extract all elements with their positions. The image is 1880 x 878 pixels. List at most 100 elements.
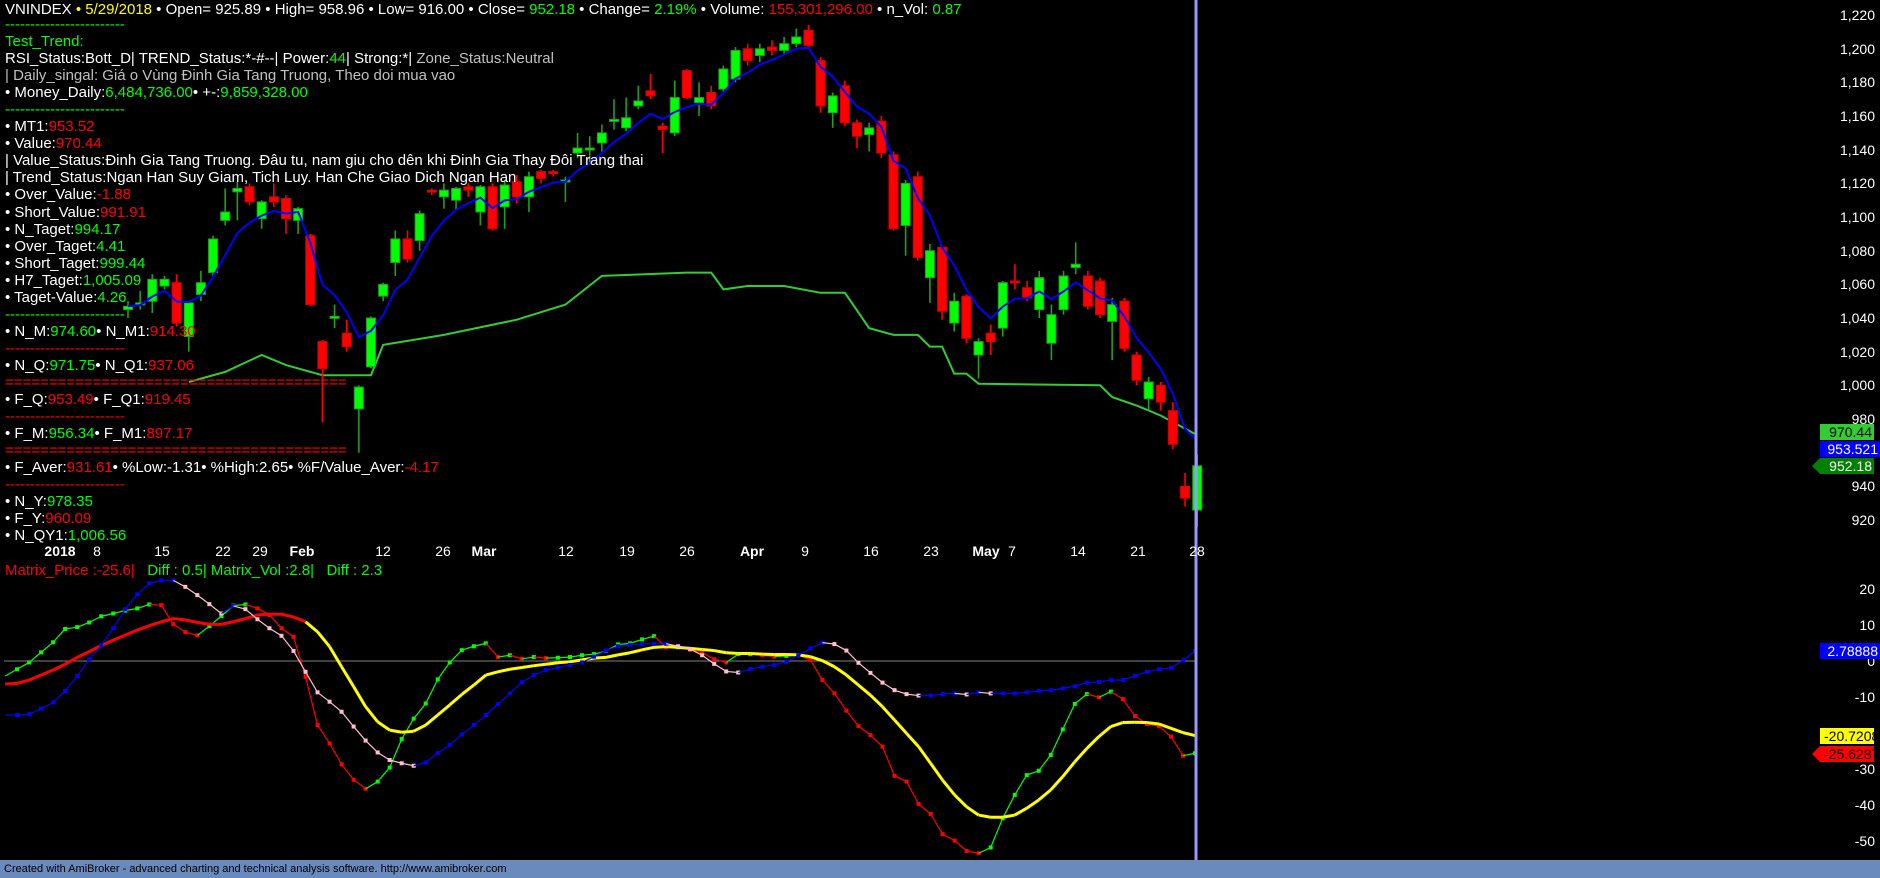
- candle-body: [390, 238, 401, 263]
- candle[interactable]: [438, 183, 449, 209]
- candle[interactable]: [451, 186, 462, 211]
- candle[interactable]: [414, 210, 425, 251]
- candle[interactable]: [536, 169, 547, 184]
- candle[interactable]: [329, 304, 340, 329]
- info-segment: | Daily_singal: Giá o Vùng Đinh Gia Tang…: [5, 67, 456, 85]
- candle[interactable]: [1119, 297, 1130, 352]
- info-segment: 974.60: [50, 322, 97, 340]
- candle[interactable]: [609, 99, 619, 130]
- candle[interactable]: [548, 169, 559, 177]
- candle[interactable]: [621, 97, 632, 132]
- candle-body: [839, 85, 850, 124]
- candle[interactable]: [1143, 376, 1154, 411]
- candle[interactable]: [232, 181, 243, 221]
- candle[interactable]: [706, 85, 717, 110]
- candle[interactable]: [864, 122, 875, 152]
- candle-body: [900, 182, 911, 226]
- candle[interactable]: [220, 188, 231, 226]
- series-segment: [184, 586, 198, 596]
- candle[interactable]: [912, 171, 923, 261]
- series-segment: [809, 655, 823, 663]
- candle[interactable]: [268, 183, 279, 207]
- candle[interactable]: [1107, 297, 1118, 361]
- candle[interactable]: [742, 43, 753, 66]
- candle[interactable]: [463, 183, 474, 197]
- series-segment: [437, 662, 451, 680]
- series-segment: [317, 724, 331, 744]
- candle[interactable]: [1070, 242, 1081, 275]
- candle[interactable]: [633, 85, 644, 110]
- series-segment: [485, 670, 499, 677]
- candle-body: [414, 213, 425, 242]
- candle[interactable]: [475, 185, 486, 226]
- candle[interactable]: [779, 36, 790, 54]
- candle[interactable]: [657, 122, 668, 154]
- candle[interactable]: [937, 245, 948, 320]
- candle[interactable]: [1167, 402, 1178, 450]
- candle[interactable]: [135, 291, 146, 310]
- info-line: • N_Y:978.35: [5, 493, 93, 511]
- candle[interactable]: [900, 180, 911, 256]
- candle[interactable]: [839, 80, 850, 127]
- series-segment: [1146, 668, 1160, 673]
- series-segment: [629, 638, 643, 644]
- candle[interactable]: [123, 301, 133, 319]
- candle[interactable]: [341, 319, 352, 352]
- series-segment: [641, 645, 655, 652]
- candle-body: [973, 341, 984, 356]
- series-segment: [413, 723, 427, 733]
- candle[interactable]: [681, 68, 692, 100]
- series-segment: [1086, 693, 1099, 698]
- series-segment: [533, 656, 546, 659]
- candle[interactable]: [1009, 264, 1020, 290]
- candle[interactable]: [378, 282, 389, 302]
- candle[interactable]: [584, 136, 595, 164]
- candle-body: [523, 176, 534, 198]
- candle[interactable]: [317, 339, 328, 423]
- candle[interactable]: [1131, 351, 1142, 386]
- candle[interactable]: [694, 82, 705, 117]
- candle-body: [220, 211, 231, 221]
- header-segment: • Change=: [575, 1, 655, 18]
- candle[interactable]: [888, 151, 899, 231]
- candle[interactable]: [803, 25, 814, 49]
- candle[interactable]: [718, 65, 729, 93]
- series-segment: [76, 650, 90, 659]
- candle[interactable]: [852, 119, 862, 149]
- candle[interactable]: [1155, 381, 1166, 411]
- series-segment: [281, 612, 294, 619]
- candle[interactable]: [366, 316, 376, 369]
- candle[interactable]: [353, 385, 364, 453]
- candle[interactable]: [426, 188, 437, 196]
- candle[interactable]: [827, 92, 838, 128]
- candle[interactable]: [645, 73, 656, 100]
- candle[interactable]: [791, 28, 802, 48]
- candle[interactable]: [390, 230, 401, 276]
- candle[interactable]: [147, 274, 158, 313]
- candle[interactable]: [1058, 270, 1069, 315]
- candle[interactable]: [985, 324, 996, 356]
- candle[interactable]: [499, 180, 510, 229]
- candle[interactable]: [949, 292, 960, 332]
- candle[interactable]: [256, 200, 267, 229]
- candle[interactable]: [596, 124, 607, 152]
- candle[interactable]: [402, 230, 413, 263]
- candle[interactable]: [973, 338, 984, 379]
- series-segment: [124, 628, 138, 637]
- candle[interactable]: [244, 183, 255, 206]
- candle[interactable]: [669, 80, 680, 137]
- candle[interactable]: [997, 280, 1008, 337]
- candle[interactable]: [766, 40, 777, 56]
- series-segment: [1014, 691, 1027, 694]
- candle[interactable]: [208, 235, 219, 276]
- candle[interactable]: [961, 294, 972, 344]
- series-segment: [894, 775, 907, 783]
- candle[interactable]: [754, 43, 765, 63]
- candle[interactable]: [159, 275, 170, 290]
- candle[interactable]: [1046, 304, 1057, 361]
- candle[interactable]: [924, 243, 935, 303]
- candle[interactable]: [1180, 472, 1191, 507]
- info-segment: • F_Q:: [5, 391, 48, 409]
- candle[interactable]: [572, 132, 583, 159]
